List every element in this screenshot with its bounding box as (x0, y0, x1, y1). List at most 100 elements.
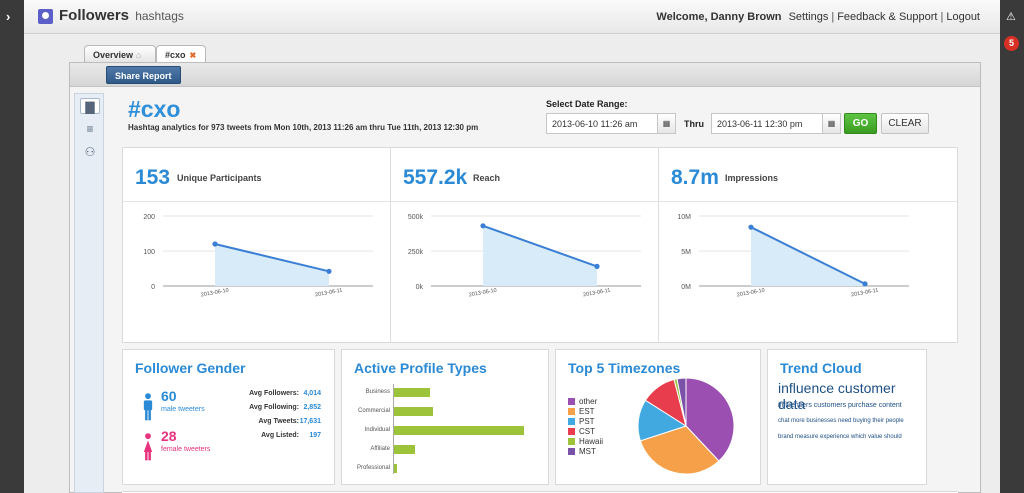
participants-chart: 0 100 200 2013-06-10 2013-06-11 (143, 214, 373, 298)
trend-line: brand measure experience which value sho… (778, 434, 902, 440)
y-tick-label: 5M (681, 249, 691, 256)
chevron-right-icon[interactable]: › (6, 9, 11, 24)
male-label: male tweeters (161, 406, 205, 413)
stat-label: Avg Tweets: (258, 418, 299, 425)
warning-icon[interactable]: ⚠ (1006, 11, 1016, 23)
bar-label: Affiliate (370, 446, 390, 452)
female-label: female tweeters (161, 446, 211, 453)
y-tick-label: 100 (143, 249, 155, 256)
area-fill (483, 225, 597, 286)
active-profile-types-card: Active Profile Types Business Commercial I… (341, 349, 549, 485)
stat-label: Avg Listed: (261, 432, 299, 439)
tab-overview[interactable]: Overview ⌂ (84, 45, 156, 63)
bar (394, 426, 524, 435)
right-rail: ⚠ 5 (1000, 0, 1024, 493)
trend-line: influence customer data (778, 380, 926, 412)
female-count: 28 (161, 428, 177, 444)
data-point (212, 241, 218, 247)
metrics-row: 153 Unique Participants 0 100 200 2013-06-1… (122, 147, 958, 343)
logout-link[interactable]: Logout (946, 11, 980, 23)
top-timezones-card: Top 5 Timezones other EST PST CST Hawaii MST (555, 349, 761, 485)
bar (394, 464, 397, 473)
bar-label: Professional (356, 465, 390, 471)
side-icon-bar: ▇ ≡ ⚇ (74, 93, 104, 493)
bar-axis (393, 384, 394, 474)
y-tick-label: 200 (143, 214, 155, 221)
left-rail: › (0, 0, 24, 493)
legend-item: other (568, 397, 597, 406)
timezone-pie (637, 377, 735, 475)
y-tick-label: 0M (681, 284, 691, 291)
trend-line: influencers customers purchase content (778, 402, 902, 409)
date-to-input[interactable]: 2013-06-11 12:30 pm (711, 113, 823, 134)
follower-gender-card: Follower Gender 60 male tweeters 28 fema… (122, 349, 335, 485)
calendar-icon[interactable]: ▦ (822, 113, 841, 134)
settings-link[interactable]: Settings (788, 11, 829, 23)
pie-slice (639, 425, 720, 475)
tab-overview-label: Overview (93, 50, 134, 60)
go-button[interactable]: GO (844, 113, 877, 134)
share-report-button[interactable]: Share Report (106, 66, 181, 84)
bar-label: Commercial (357, 408, 390, 414)
stat-label: Avg Followers: (249, 390, 299, 397)
layers-icon[interactable]: ≡ (86, 122, 94, 136)
tab-cxo[interactable]: #cxo ✖ (156, 45, 206, 63)
legend-swatch (568, 448, 575, 455)
notification-badge[interactable]: 5 (1004, 36, 1019, 51)
trend-cloud-card: Trend Cloud influence customer data infl… (767, 349, 927, 485)
stat-value: 4,014 (303, 390, 321, 397)
legend-label: other (579, 397, 598, 406)
trend-words: influence customer data (778, 380, 896, 412)
pie-slice (676, 377, 687, 427)
clear-button[interactable]: CLEAR (881, 113, 929, 134)
card-title: Top 5 Timezones (568, 360, 681, 376)
legend-label: CST (579, 427, 595, 436)
y-tick-label: 500k (408, 214, 424, 221)
metric-value: 153 (135, 166, 171, 189)
male-count: 60 (161, 388, 177, 404)
data-point (326, 268, 332, 274)
data-point (480, 223, 486, 229)
impressions-chart: 0M 5M 10M 2013-06-10 2013-06-11 (677, 214, 909, 299)
brand-sub: hashtags (135, 9, 184, 23)
stat-value: 197 (309, 432, 321, 439)
stat-value: 2,852 (303, 404, 321, 411)
legend-label: PST (579, 417, 595, 426)
page-title: #cxo (128, 96, 181, 122)
data-point (748, 224, 754, 230)
date-from-input[interactable]: 2013-06-10 11:26 am (546, 113, 658, 134)
brand[interactable]: Followers hashtags (59, 7, 184, 24)
female-icon (143, 433, 153, 461)
reach-chart: 0k 250k 500k 2013-06-10 2013-06-11 (408, 214, 641, 299)
bar-label: Business (365, 389, 390, 395)
metric-value: 557.2k (403, 166, 468, 189)
calendar-icon[interactable]: ▦ (657, 113, 676, 134)
metric-reach: 557.2k Reach 0k 250k 500k 2013-06-10 2013-06… (391, 148, 659, 342)
top-bar: Followers hashtags Welcome, Danny Brown … (24, 0, 1000, 34)
bar-label: Individual (364, 427, 390, 433)
bar (394, 407, 433, 416)
legend-label: EST (579, 407, 595, 416)
metric-unique-participants: 153 Unique Participants 0 100 200 2013-06-1… (123, 148, 391, 342)
legend-item: Hawaii (568, 437, 603, 446)
series-line (750, 226, 866, 285)
legend-item: EST (568, 407, 595, 416)
page-subtitle: Hashtag analytics for 973 tweets from Mo… (128, 123, 479, 132)
male-icon (143, 393, 153, 421)
close-icon[interactable]: ✖ (189, 51, 197, 60)
feedback-link[interactable]: Feedback & Support (837, 11, 938, 23)
people-icon[interactable]: ⚇ (84, 145, 96, 159)
welcome-text: Welcome, Danny Brown (656, 11, 782, 23)
data-point (862, 281, 868, 287)
report-panel: Share Report ▇ ≡ ⚇ #cxo Hashtag analytic… (69, 62, 981, 493)
brand-name: Followers (59, 7, 130, 24)
metric-label: Impressions (725, 173, 779, 183)
x-tick-label: 2013-06-10 (736, 288, 765, 299)
legend-item: MST (568, 447, 596, 456)
x-tick-label: 2013-06-10 (468, 288, 497, 299)
bar-chart-icon[interactable]: ▇ (80, 98, 100, 114)
area-fill (215, 244, 329, 286)
top-nav: Welcome, Danny Brown Settings | Feedback &… (656, 11, 980, 23)
legend-swatch (568, 408, 575, 415)
card-title: Trend Cloud (780, 360, 862, 376)
